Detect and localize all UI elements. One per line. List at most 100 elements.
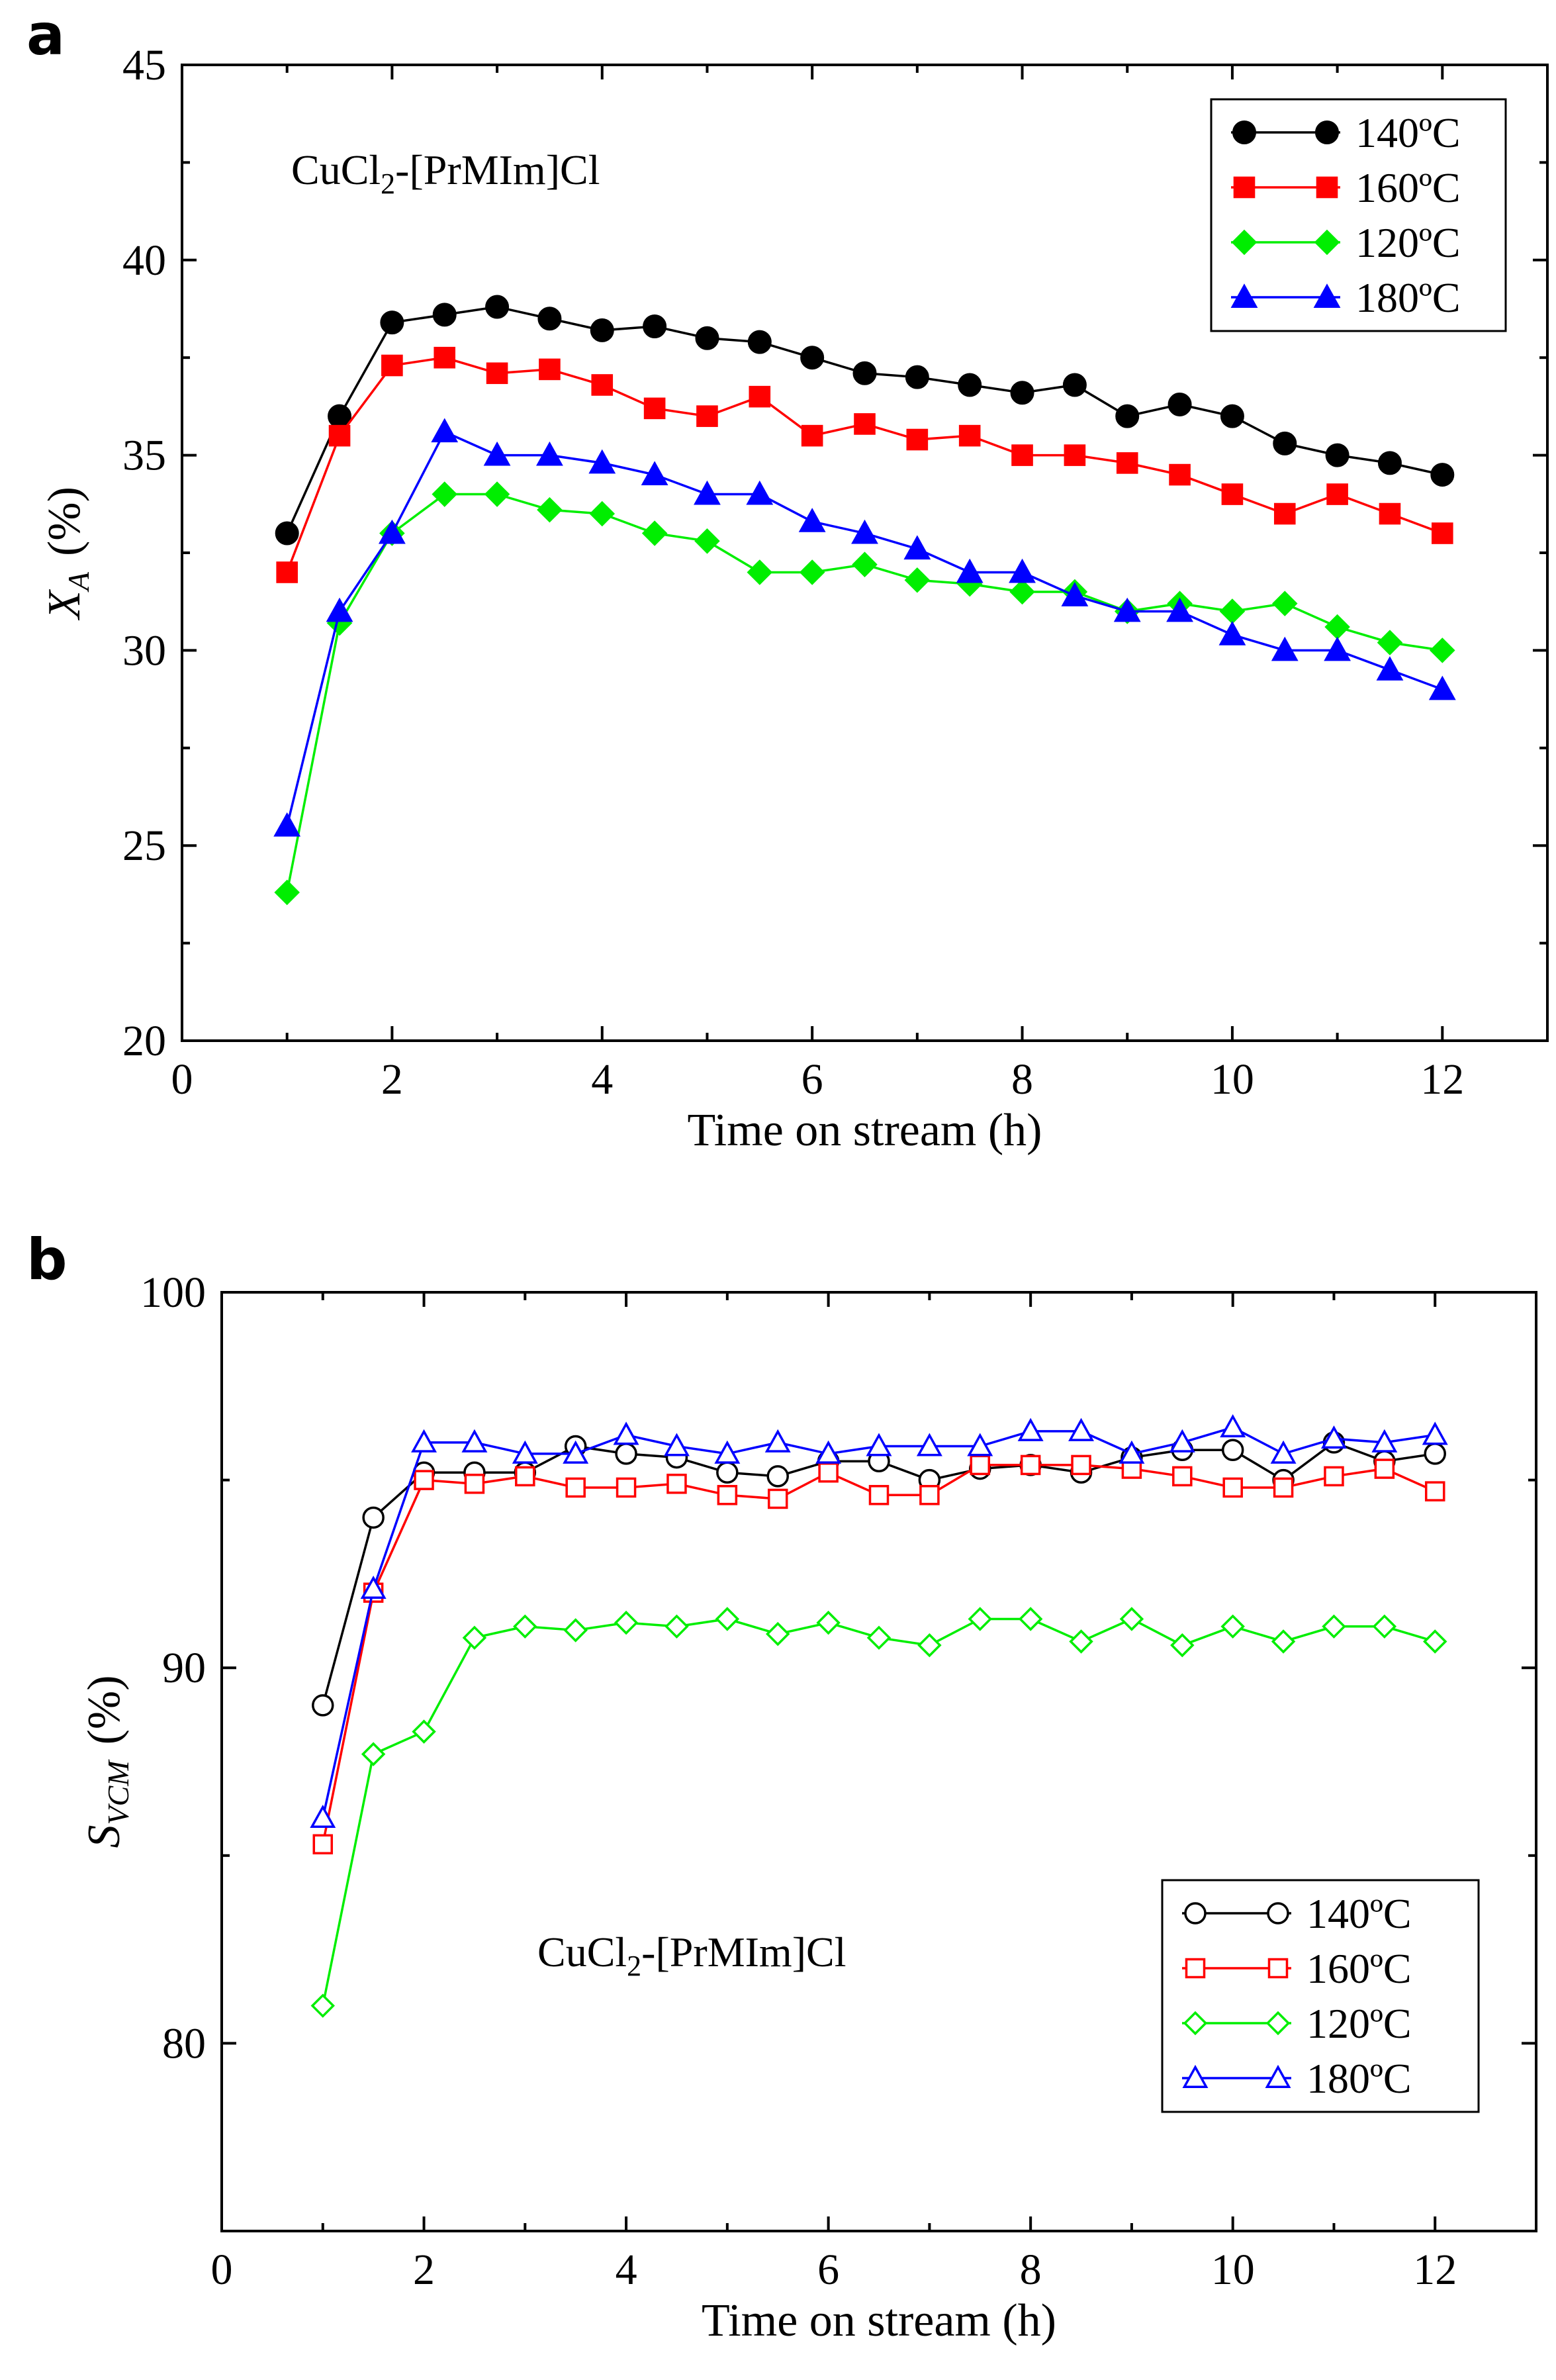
annotation-main: CuCl <box>537 1928 627 1975</box>
data-point <box>1324 614 1350 640</box>
legend-marker <box>1184 1902 1207 1925</box>
annotation-rest: -[PrMIm]Cl <box>641 1928 846 1975</box>
data-point <box>434 346 456 369</box>
legend-label: 160ºC <box>1306 1945 1412 1992</box>
data-point <box>537 307 562 331</box>
legend: 140ºC 160ºC 120ºC 180ºC <box>1161 1879 1480 2113</box>
data-point <box>852 361 877 385</box>
data-point <box>664 1614 689 1639</box>
data-point <box>274 879 300 906</box>
legend-marker <box>1313 283 1341 308</box>
data-point <box>565 1477 586 1498</box>
series-line <box>285 430 1443 827</box>
data-point <box>613 1421 639 1445</box>
data-point <box>854 413 876 435</box>
data-point <box>815 1440 842 1464</box>
data-point <box>1020 1454 1041 1476</box>
catalyst-annotation: CuCl2-[PrMIm]Cl <box>291 146 600 200</box>
data-point <box>663 1433 690 1456</box>
data-point <box>1324 636 1351 661</box>
legend-marker <box>1233 176 1256 199</box>
data-point <box>747 330 772 354</box>
data-point <box>766 1621 790 1646</box>
legend-box <box>1161 1879 1480 2113</box>
data-point <box>1376 656 1404 681</box>
plot-frame-b <box>220 1291 1537 2232</box>
data-point <box>485 295 510 319</box>
y-axis-unit: (%) <box>39 487 90 556</box>
data-point <box>1071 1454 1091 1476</box>
data-point <box>483 441 511 466</box>
data-point <box>536 441 563 466</box>
legend-marker <box>1267 1958 1289 1979</box>
y-tick-label: 45 <box>122 41 166 89</box>
legend-marker <box>1185 1958 1206 1979</box>
data-point <box>539 358 561 381</box>
data-point <box>484 481 510 507</box>
y-axis-title: XA (%) <box>39 487 95 621</box>
data-point <box>1273 431 1297 455</box>
series-line <box>322 1464 1436 1845</box>
series-120C <box>310 1607 1447 2018</box>
data-point <box>1379 502 1401 525</box>
data-point <box>1377 451 1402 475</box>
data-point <box>1119 1440 1145 1464</box>
data-point <box>1271 636 1299 661</box>
data-point <box>1271 1629 1296 1654</box>
data-point <box>717 1485 738 1505</box>
x-tick-label: 12 <box>1420 1055 1464 1104</box>
data-point <box>967 1433 993 1456</box>
data-point <box>1372 1614 1397 1639</box>
legend-marker <box>1230 283 1258 308</box>
series-140C <box>275 295 1455 546</box>
data-point <box>464 1474 485 1494</box>
legend-marker <box>1315 120 1339 144</box>
data-point <box>1113 597 1141 622</box>
data-point <box>1221 483 1244 505</box>
data-point <box>1166 597 1193 622</box>
x-tick-label: 12 <box>1413 2246 1457 2294</box>
data-point <box>903 535 931 560</box>
data-point <box>432 303 457 327</box>
legend-marker <box>1314 229 1340 256</box>
legend: 140ºC 160ºC 120ºC 180ºC <box>1210 98 1507 332</box>
data-point <box>589 500 616 527</box>
data-point <box>615 1443 637 1465</box>
data-point <box>462 1625 487 1650</box>
y-axis-subscript: A <box>62 571 95 593</box>
data-point <box>1221 1439 1244 1461</box>
annotation-subscript: 2 <box>627 1950 641 1982</box>
panel-a-conversion-chart: a 0 2 4 6 8 10 12 20 25 30 35 40 45 Time on stream (h… <box>26 2 1549 1156</box>
x-tick-label: 10 <box>1211 2246 1255 2294</box>
data-point <box>852 551 878 577</box>
data-point <box>1374 1458 1395 1479</box>
legend-label: 180ºC <box>1355 274 1461 321</box>
x-tick-label: 10 <box>1211 1055 1254 1104</box>
data-point <box>906 428 929 451</box>
legend-marker <box>1316 176 1338 199</box>
data-point <box>563 1440 589 1464</box>
y-axis-subscript: VCM <box>101 1759 135 1825</box>
x-tick-label: 6 <box>817 2246 839 2294</box>
data-point <box>1220 1414 1246 1438</box>
data-point <box>378 519 406 544</box>
data-point <box>361 1742 386 1766</box>
y-tick-label: 90 <box>162 1644 206 1692</box>
legend-marker <box>1182 2064 1209 2088</box>
data-point <box>537 497 563 523</box>
data-point <box>1220 404 1244 428</box>
y-tick-label: 100 <box>140 1268 206 1317</box>
data-point <box>714 1440 741 1464</box>
data-point <box>1322 1614 1346 1639</box>
x-tick-label: 2 <box>413 2246 435 2294</box>
data-point <box>1423 1629 1447 1654</box>
data-point <box>1422 1421 1448 1445</box>
data-point <box>956 558 984 583</box>
data-point <box>958 424 981 447</box>
data-point <box>411 1429 437 1452</box>
data-point <box>276 561 298 583</box>
data-point <box>1326 483 1348 505</box>
data-point <box>1371 1429 1398 1452</box>
data-point <box>1273 502 1296 525</box>
x-tick-label: 8 <box>1011 1055 1033 1104</box>
